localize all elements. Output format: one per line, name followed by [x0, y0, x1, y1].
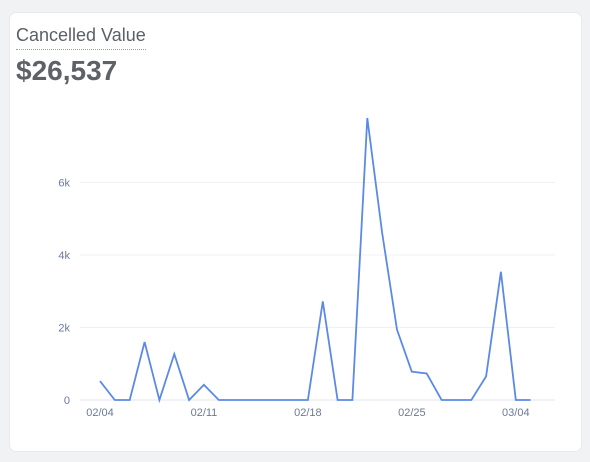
- y-axis: 0 2k 4k 6k: [58, 178, 70, 408]
- card-value: $26,537: [16, 55, 118, 86]
- y-tick-label: 0: [64, 395, 70, 407]
- x-tick-label: 02/25: [398, 407, 426, 419]
- chart-grid: [80, 182, 555, 401]
- series-line: [99, 117, 531, 404]
- y-tick-label: 4k: [58, 250, 70, 262]
- y-tick-label: 2k: [58, 323, 70, 335]
- x-axis: 02/04 02/11 02/18 02/25 03/04: [86, 407, 529, 419]
- x-tick-label: 02/18: [294, 407, 322, 419]
- x-tick-label: 02/11: [191, 407, 218, 419]
- card-title: Cancelled Value: [16, 24, 146, 50]
- x-tick-label: 02/04: [86, 407, 114, 419]
- y-tick-label: 6k: [58, 178, 70, 190]
- x-tick-label: 03/04: [502, 407, 530, 419]
